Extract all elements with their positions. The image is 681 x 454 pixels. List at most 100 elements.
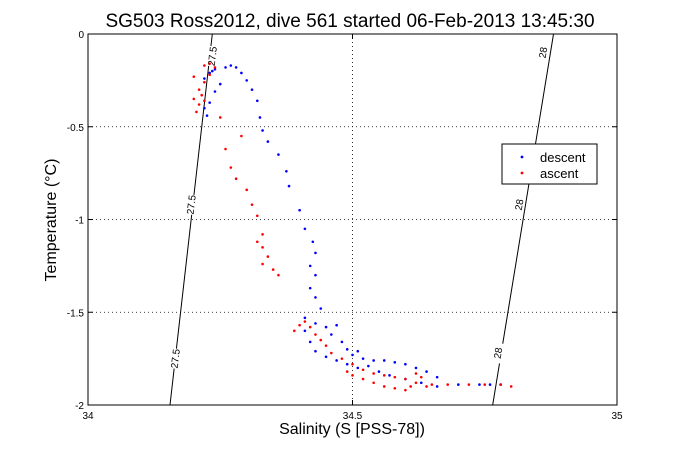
ascent-point bbox=[345, 370, 349, 373]
descent-point bbox=[372, 359, 375, 362]
ascent-point bbox=[192, 97, 196, 101]
descent-point bbox=[250, 88, 254, 91]
descent-point bbox=[303, 316, 307, 320]
ascent-point bbox=[195, 110, 198, 114]
descent-point bbox=[240, 71, 243, 75]
contour-label-bg bbox=[206, 45, 219, 67]
descent-point bbox=[285, 169, 288, 173]
descent-point bbox=[414, 366, 418, 370]
descent-point bbox=[213, 90, 217, 93]
ascent-point bbox=[419, 375, 423, 379]
descent-point bbox=[266, 140, 270, 143]
x-axis-label: Salinity (S [PSS-78]) bbox=[279, 421, 425, 438]
descent-point bbox=[335, 359, 338, 362]
ascent-point bbox=[203, 99, 206, 103]
descent-point bbox=[356, 366, 360, 370]
descent-point bbox=[203, 77, 206, 80]
descent-point bbox=[314, 322, 317, 325]
descent-point bbox=[345, 348, 349, 351]
density-contour-line bbox=[492, 33, 555, 406]
legend-label: descent bbox=[540, 150, 586, 165]
contour-label: 27.5 bbox=[186, 194, 199, 215]
descent-point bbox=[314, 349, 317, 353]
descent-point bbox=[324, 355, 328, 359]
descent-point bbox=[303, 329, 307, 333]
ascent-point bbox=[298, 323, 301, 327]
ascent-point bbox=[430, 383, 434, 386]
descent-point bbox=[303, 227, 307, 231]
legend-label: ascent bbox=[540, 166, 579, 181]
contour-label-bg bbox=[512, 193, 526, 216]
ascent-point bbox=[324, 344, 328, 347]
ascent-point bbox=[319, 338, 323, 342]
ascent-point bbox=[261, 262, 264, 266]
descent-point bbox=[361, 357, 365, 360]
ascent-point bbox=[414, 381, 418, 385]
y-tick-label: -1 bbox=[75, 216, 84, 227]
ascent-point bbox=[200, 93, 204, 97]
chart-title: SG503 Ross2012, dive 561 started 06-Feb-… bbox=[105, 11, 594, 32]
descent-point bbox=[258, 116, 262, 119]
ascent-point bbox=[203, 64, 206, 67]
descent-point bbox=[211, 69, 214, 73]
descent-point bbox=[435, 385, 439, 388]
descent-point bbox=[478, 383, 481, 386]
ascent-point bbox=[361, 377, 365, 381]
legend-marker bbox=[520, 155, 524, 159]
contour-label: 27.5 bbox=[170, 348, 183, 369]
ascent-point bbox=[467, 383, 471, 386]
contour-label-bg bbox=[536, 41, 550, 64]
descent-point bbox=[324, 325, 328, 329]
ascent-point bbox=[372, 372, 375, 375]
ascent-point bbox=[208, 73, 211, 77]
x-tick-label: 35 bbox=[611, 411, 623, 422]
ascent-point bbox=[351, 374, 354, 377]
descent-point bbox=[314, 296, 317, 299]
contour-label: 27.5 bbox=[207, 46, 220, 67]
descent-point bbox=[345, 362, 349, 366]
ascent-point bbox=[271, 268, 275, 271]
contour-label-bg bbox=[491, 342, 505, 364]
ascent-point bbox=[372, 381, 375, 385]
descent-point bbox=[308, 286, 312, 290]
ascent-point bbox=[425, 385, 428, 388]
contour-label-bg bbox=[169, 348, 182, 370]
ascent-point bbox=[393, 387, 397, 390]
ascent-point bbox=[382, 374, 386, 377]
ascent-point bbox=[404, 388, 407, 392]
ascent-point bbox=[351, 362, 354, 366]
descent-point bbox=[245, 79, 248, 82]
ascent-point bbox=[197, 103, 201, 106]
descent-point bbox=[314, 273, 317, 277]
descent-point bbox=[404, 362, 407, 366]
x-tick-label: 34.5 bbox=[343, 411, 363, 422]
descent-point bbox=[367, 364, 370, 368]
ascent-point bbox=[303, 320, 307, 323]
ascent-point bbox=[203, 80, 206, 84]
ascent-point bbox=[293, 329, 296, 333]
descent-point bbox=[308, 264, 312, 268]
descent-point bbox=[224, 66, 227, 69]
ascent-point bbox=[208, 62, 211, 65]
ascent-point bbox=[255, 214, 259, 218]
descent-point bbox=[319, 307, 323, 310]
descent-point bbox=[311, 240, 315, 244]
x-tick-label: 34 bbox=[82, 411, 94, 422]
descent-point bbox=[435, 375, 439, 379]
descent-point bbox=[229, 64, 233, 67]
y-tick-label: -2 bbox=[75, 401, 84, 412]
descent-point bbox=[340, 340, 344, 344]
descent-point bbox=[314, 251, 317, 255]
descent-point bbox=[419, 381, 423, 385]
descent-point bbox=[393, 361, 397, 364]
descent-point bbox=[488, 383, 492, 386]
descent-point bbox=[218, 82, 222, 86]
descent-point bbox=[208, 101, 211, 104]
descent-point bbox=[255, 99, 259, 103]
grid bbox=[88, 34, 617, 405]
ascent-point bbox=[192, 75, 196, 78]
ascent-point bbox=[409, 385, 412, 388]
descent-point bbox=[377, 370, 381, 373]
descent-point bbox=[382, 359, 386, 362]
